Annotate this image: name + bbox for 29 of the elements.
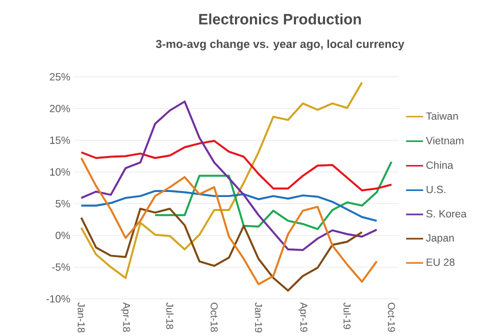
y-tick-label: 10% — [50, 168, 70, 176]
x-tick-label: Oct-18 — [210, 302, 218, 332]
legend-label: Taiwan — [426, 112, 458, 120]
legend-label: U.S. — [426, 186, 446, 194]
x-tick-label: Oct-19 — [388, 302, 396, 332]
legend-label: China — [426, 161, 454, 169]
chart-subtitle: 3-mo-avg change vs. year ago, local currency — [156, 40, 404, 50]
y-tick-label: 20% — [50, 104, 70, 112]
y-tick-label: -10% — [46, 295, 70, 302]
legend-label: S. Korea — [426, 210, 467, 218]
y-tick-label: 5% — [56, 200, 70, 208]
line-series — [80, 81, 363, 279]
line-series — [80, 156, 378, 286]
legend-label: Japan — [426, 234, 454, 244]
legend-label: Vietnam — [426, 136, 464, 144]
y-tick-label: 15% — [50, 136, 70, 144]
y-tick-label: 25% — [50, 73, 70, 80]
x-tick-label: Jan-19 — [255, 302, 262, 332]
x-tick-label: Jan-18 — [78, 302, 85, 332]
x-tick-label: Jul-19 — [344, 302, 351, 329]
x-tick-label: Apr-18 — [121, 302, 130, 332]
y-tick-label: -5% — [52, 263, 70, 271]
line-series — [80, 208, 363, 292]
x-tick-label: Jul-18 — [166, 302, 174, 329]
line-series — [80, 100, 378, 251]
y-tick-label: 0% — [56, 232, 70, 240]
legend-label: EU 28 — [426, 258, 455, 266]
chart-title: Electronics Production — [199, 13, 361, 24]
x-tick-label: Apr-19 — [298, 302, 308, 332]
